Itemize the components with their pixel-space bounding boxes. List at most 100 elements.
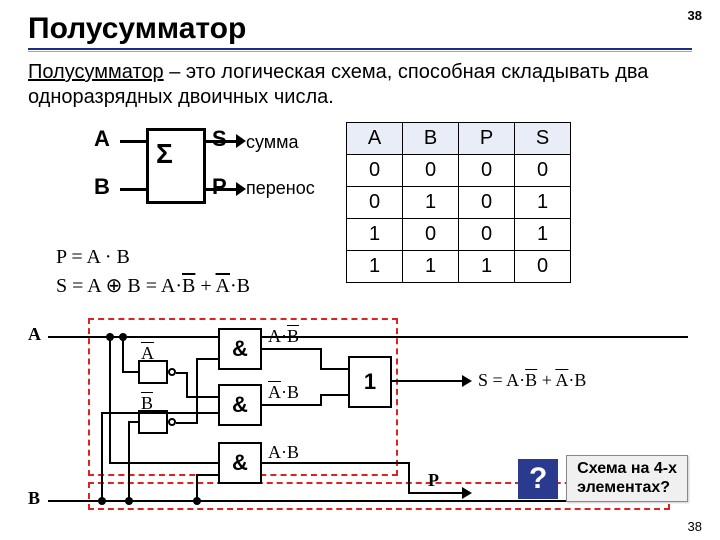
td: 1 <box>515 219 571 251</box>
table-row: 1110 <box>347 251 571 283</box>
output-p-label: P <box>212 174 227 200</box>
formula-part: S = A ⊕ B = A· <box>56 275 182 297</box>
formulas: P = A · B S = A ⊕ B = A·B + A·B <box>56 246 326 298</box>
th: B <box>403 123 459 155</box>
td: 1 <box>459 251 515 283</box>
table-header-row: A B P S <box>347 123 571 155</box>
output-p-label: P <box>428 470 439 491</box>
block-diagram: Σ A B S P сумма перенос <box>46 120 326 240</box>
arrow-icon <box>462 487 472 499</box>
td: 1 <box>347 219 403 251</box>
adder-box <box>146 128 206 204</box>
table-row: 0101 <box>347 187 571 219</box>
inverter-a-label: A <box>141 343 154 364</box>
and-gate-3: & <box>218 442 262 484</box>
td: 0 <box>459 219 515 251</box>
wire <box>101 412 218 414</box>
td: 0 <box>459 187 515 219</box>
input-a-label: A <box>94 126 110 152</box>
wire <box>196 358 198 424</box>
page-number-bottom: 38 <box>688 519 702 534</box>
td: 1 <box>403 251 459 283</box>
output-s-label: S <box>212 126 227 152</box>
td: 0 <box>515 251 571 283</box>
inverter-bubble <box>168 368 176 376</box>
wire <box>320 368 348 370</box>
circuit-input-a: A <box>28 324 41 345</box>
wire <box>206 188 240 191</box>
wire-dot <box>125 497 133 505</box>
definition: Полусумматор – это логическая схема, спо… <box>28 60 692 110</box>
wire <box>120 188 146 191</box>
wire <box>176 422 198 424</box>
inverter-b-label: B <box>141 393 153 414</box>
wire <box>128 421 130 502</box>
title-rule-2 <box>28 51 692 52</box>
page-number-top: 38 <box>688 8 702 23</box>
formula-s: S = A ⊕ B = A·B + A·B <box>56 273 326 298</box>
th: P <box>459 123 515 155</box>
wire-label-and1: A·B <box>268 326 299 347</box>
arrow-icon <box>236 182 246 196</box>
td: 0 <box>459 155 515 187</box>
td: 0 <box>403 155 459 187</box>
wire <box>320 394 348 396</box>
logic-circuit: A B A B & & & 1 A·B A·B A·B <box>28 314 692 514</box>
wire <box>408 492 466 494</box>
wire <box>262 404 322 406</box>
wire <box>122 336 124 372</box>
wire <box>120 140 146 143</box>
sum-label: сумма <box>246 132 299 153</box>
and-gate-1: & <box>218 328 262 370</box>
carry-label: перенос <box>246 178 315 199</box>
td: 0 <box>403 219 459 251</box>
wire <box>109 336 218 338</box>
formula-overline: B <box>182 275 195 297</box>
wire <box>196 474 218 476</box>
table-row: 1001 <box>347 219 571 251</box>
truth-table: A B P S 0000 0101 1001 1110 <box>346 122 571 283</box>
formula-overline: A <box>216 275 230 297</box>
th: S <box>515 123 571 155</box>
wire-dot <box>193 497 201 505</box>
formula-part: ·B <box>230 275 250 297</box>
page-title: Полусумматор <box>28 12 692 46</box>
or-gate: 1 <box>348 356 392 408</box>
wire <box>206 140 240 143</box>
td: 1 <box>515 187 571 219</box>
definition-term: Полусумматор <box>28 61 164 83</box>
wire <box>109 462 218 464</box>
callout-line: Схема на 4-х <box>577 460 677 477</box>
table-row: 0000 <box>347 155 571 187</box>
wire <box>408 462 410 492</box>
arrow-icon <box>462 375 472 387</box>
arrow-icon <box>236 134 246 148</box>
wire <box>109 336 111 464</box>
wire <box>262 348 322 350</box>
question-mark-icon: ? <box>518 459 558 499</box>
td: 1 <box>347 251 403 283</box>
callout-line: элементах? <box>577 479 670 496</box>
wire <box>196 358 218 360</box>
callout-text: Схема на 4-х элементах? <box>566 455 688 502</box>
td: 0 <box>347 187 403 219</box>
wire <box>262 462 410 464</box>
output-s-label: S = A·B + A·B <box>478 370 586 391</box>
td: 0 <box>515 155 571 187</box>
th: A <box>347 123 403 155</box>
formula-part: + <box>195 275 215 297</box>
formula-p: P = A · B <box>56 246 326 269</box>
sigma-symbol: Σ <box>156 138 173 170</box>
wire <box>101 412 103 502</box>
wire <box>320 348 322 370</box>
wire <box>392 380 466 382</box>
wire <box>122 371 138 373</box>
td: 0 <box>347 155 403 187</box>
circuit-input-b: B <box>28 488 40 509</box>
inverter-bubble <box>168 418 176 426</box>
and-gate-2: & <box>218 384 262 426</box>
wire-label-and2: A·B <box>268 382 299 403</box>
wire <box>186 396 218 398</box>
input-b-label: B <box>94 174 110 200</box>
td: 1 <box>403 187 459 219</box>
